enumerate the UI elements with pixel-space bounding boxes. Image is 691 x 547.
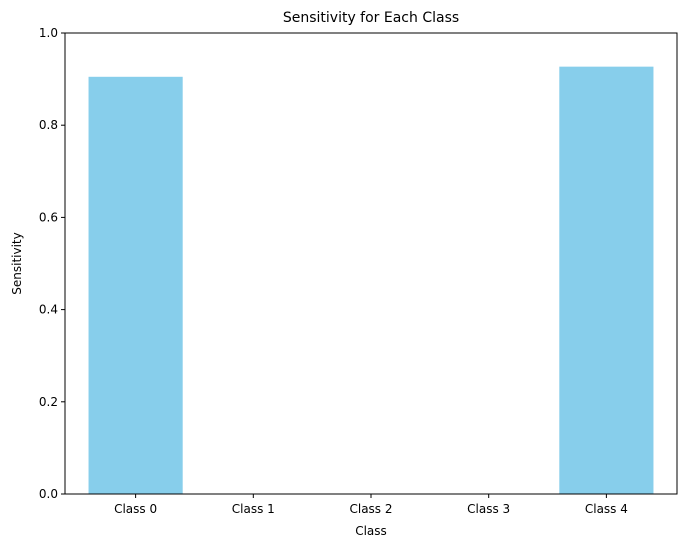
bars-layer xyxy=(88,66,654,495)
y-axis-label: Sensitivity xyxy=(10,232,24,294)
y-tick-label: 0.2 xyxy=(39,395,58,409)
y-tick-label: 1.0 xyxy=(39,26,58,40)
y-tick-label: 0.6 xyxy=(39,210,58,224)
chart-title: Sensitivity for Each Class xyxy=(283,10,459,26)
x-tick-label: Class 3 xyxy=(467,502,510,516)
y-tick-label: 0.0 xyxy=(39,487,58,501)
x-axis-label: Class xyxy=(355,524,387,538)
x-tick-label: Class 0 xyxy=(114,502,157,516)
x-tick-label: Class 1 xyxy=(232,502,275,516)
bar xyxy=(88,76,183,495)
y-tick-label: 0.8 xyxy=(39,118,58,132)
x-tick-label: Class 4 xyxy=(585,502,628,516)
bar xyxy=(559,66,654,494)
y-tick-label: 0.4 xyxy=(39,303,58,317)
x-axis: Class 0 Class 1 Class 2 Class 3 Class 4 xyxy=(114,494,628,516)
x-tick-label: Class 2 xyxy=(349,502,392,516)
y-axis: 0.0 0.2 0.4 0.6 0.8 1.0 xyxy=(39,26,65,501)
